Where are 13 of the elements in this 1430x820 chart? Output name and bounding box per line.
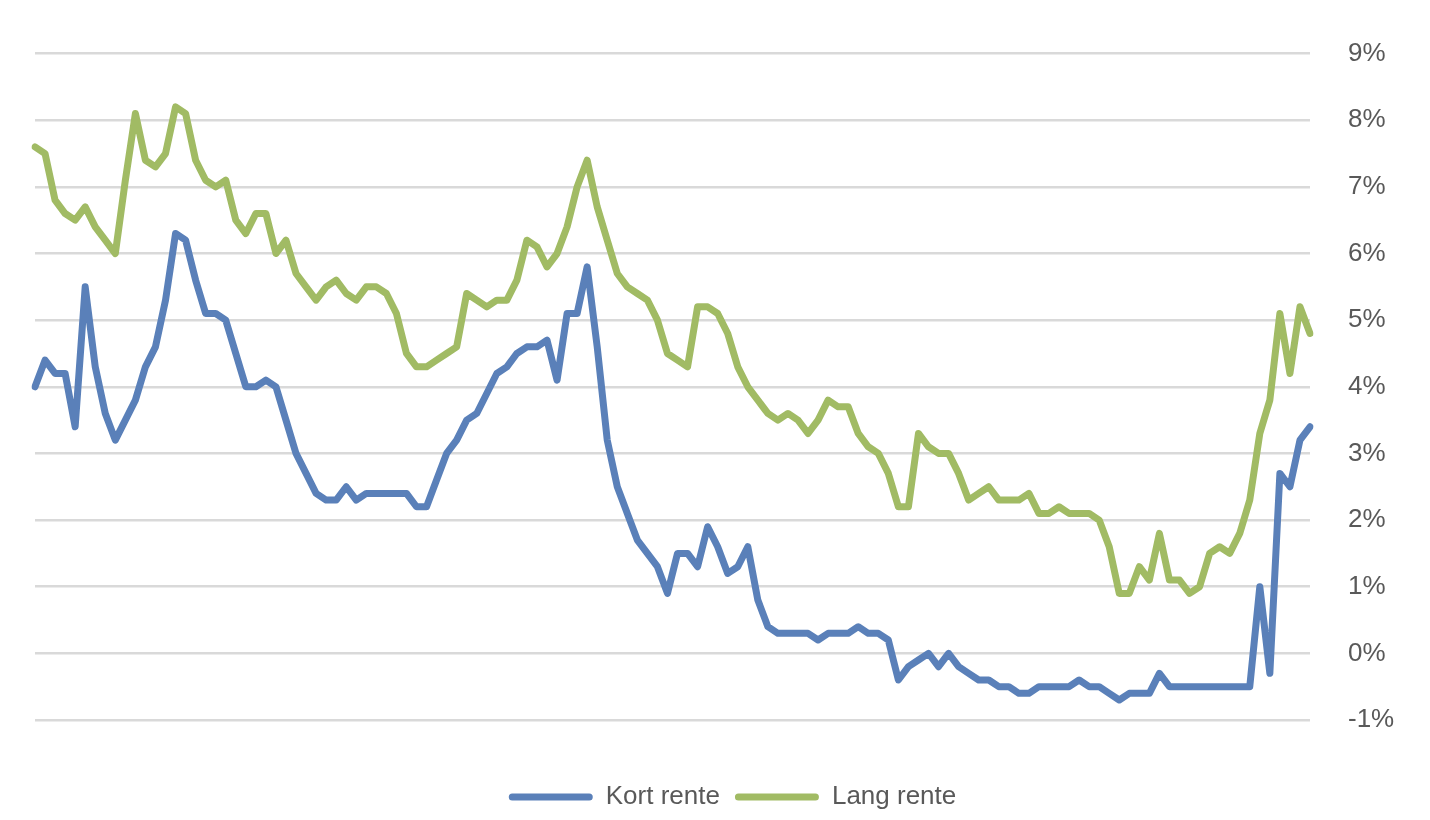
y-tick-label: 6%	[1348, 236, 1386, 267]
y-tick-label: 9%	[1348, 36, 1386, 67]
legend-label: Kort rente	[605, 780, 720, 811]
y-tick-label: 2%	[1348, 503, 1386, 534]
y-tick-label: 4%	[1348, 369, 1386, 400]
y-tick-label: 7%	[1348, 170, 1386, 201]
y-tick-label: 0%	[1348, 636, 1386, 667]
y-tick-label: 5%	[1348, 303, 1386, 334]
y-tick-label: 3%	[1348, 436, 1386, 467]
y-tick-label: 8%	[1348, 103, 1386, 134]
y-tick-label: 1%	[1348, 569, 1386, 600]
legend-label: Lang rente	[831, 780, 957, 811]
y-tick-label: -1%	[1348, 703, 1395, 734]
